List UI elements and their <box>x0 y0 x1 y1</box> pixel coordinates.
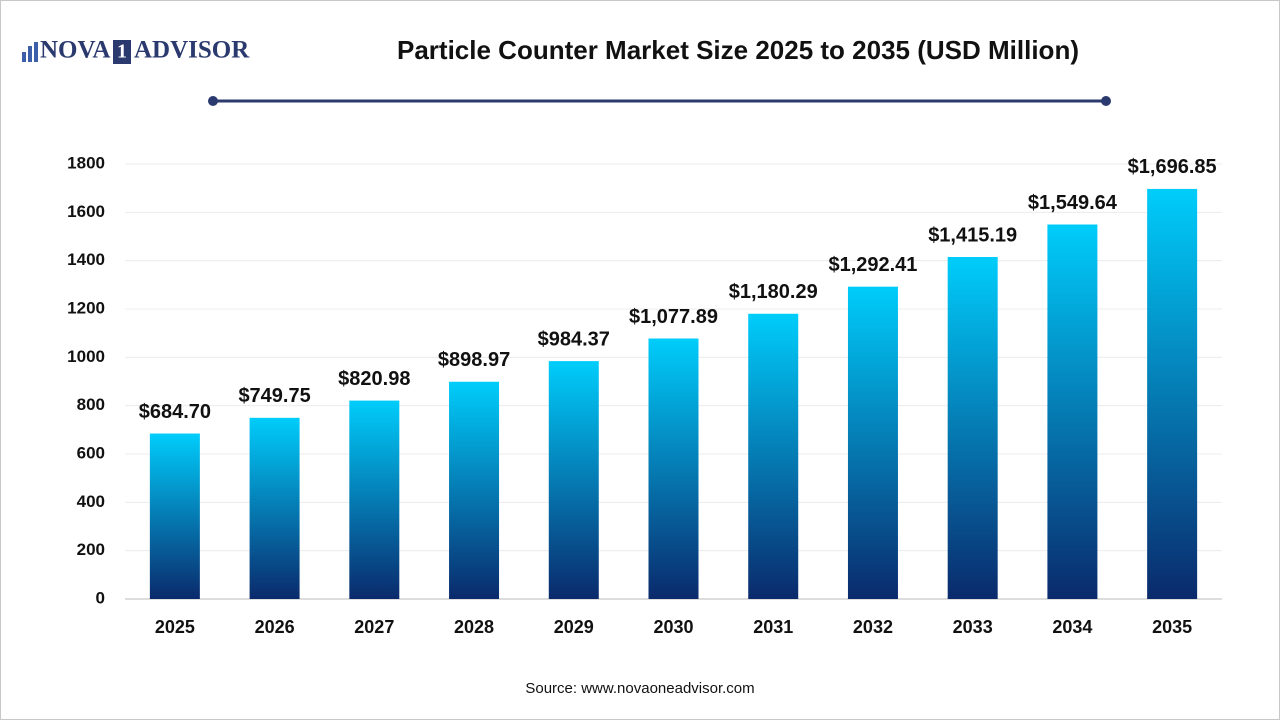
value-label: $898.97 <box>438 349 510 371</box>
value-label: $1,415.19 <box>928 224 1017 246</box>
value-label: $1,180.29 <box>729 281 818 303</box>
y-tick-label: 1400 <box>67 250 105 269</box>
logo-icon <box>34 42 38 62</box>
source: Source: www.novaoneadvisor.com <box>525 680 754 697</box>
bar <box>947 256 998 599</box>
x-tick-label: 2032 <box>853 617 893 637</box>
y-tick-label: 1600 <box>67 202 105 221</box>
x-tick-label: 2031 <box>753 617 793 637</box>
logo-mark: 1 <box>117 41 127 63</box>
x-tick-label: 2035 <box>1152 617 1192 637</box>
chart-title: Particle Counter Market Size 2025 to 203… <box>397 35 1079 65</box>
rule-dot <box>208 96 218 106</box>
x-tick-label: 2033 <box>953 617 993 637</box>
bar <box>349 400 400 599</box>
logo-text: NOVA <box>40 37 110 64</box>
x-tick-label: 2026 <box>255 617 295 637</box>
y-tick-label: 0 <box>96 588 105 607</box>
value-label: $749.75 <box>238 385 310 407</box>
x-tick-label: 2025 <box>155 617 195 637</box>
bar <box>748 313 799 599</box>
logo-mark-box <box>113 40 131 64</box>
bar <box>249 417 300 599</box>
value-label: $820.98 <box>338 368 410 390</box>
logo-text: ADVISOR <box>134 37 250 64</box>
x-tick-label: 2028 <box>454 617 494 637</box>
y-tick-label: 600 <box>77 443 105 462</box>
value-label: $684.70 <box>139 401 211 423</box>
logo-icon <box>22 52 26 62</box>
value-label: $1,077.89 <box>629 306 718 328</box>
value-label: $984.37 <box>538 328 610 350</box>
y-tick-label: 1800 <box>67 153 105 172</box>
y-tick-label: 200 <box>77 540 105 559</box>
y-tick-label: 400 <box>77 492 105 511</box>
logo: NOVA 1 ADVISOR <box>22 37 250 64</box>
bar <box>648 338 699 599</box>
value-label: $1,549.64 <box>1028 192 1118 214</box>
x-tick-label: 2030 <box>653 617 693 637</box>
rule-dot <box>1101 96 1111 106</box>
bar <box>548 361 599 599</box>
value-label: $1,292.41 <box>828 254 917 276</box>
bar <box>847 286 898 599</box>
value-label: $1,696.85 <box>1128 156 1217 178</box>
logo-icon <box>28 46 32 62</box>
x-tick-label: 2027 <box>354 617 394 637</box>
x-tick-label: 2034 <box>1052 617 1092 637</box>
x-tick-label: 2029 <box>554 617 594 637</box>
bar <box>449 381 500 599</box>
y-tick-label: 1200 <box>67 298 105 317</box>
bar <box>1147 188 1198 599</box>
y-tick-label: 1000 <box>67 347 105 366</box>
bar <box>149 433 200 599</box>
bar <box>1047 224 1098 599</box>
y-tick-label: 800 <box>77 395 105 414</box>
